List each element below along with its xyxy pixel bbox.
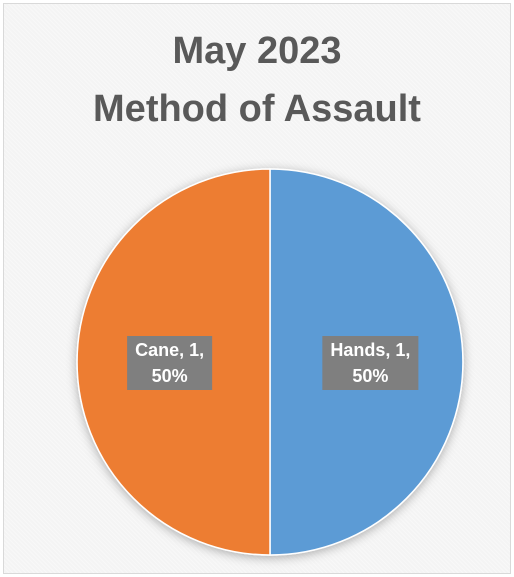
data-label-percent: 50% <box>352 366 388 386</box>
chart-title-line-1: May 2023 <box>172 30 342 72</box>
data-label-box <box>127 336 213 390</box>
data-label-text: Hands, 1, <box>330 340 410 360</box>
data-label-percent: 50% <box>152 366 188 386</box>
data-label-box <box>322 336 419 390</box>
chart-title-line-2: Method of Assault <box>93 88 421 130</box>
data-label-hands: Hands, 1, 50% <box>322 336 419 390</box>
data-label-cane: Cane, 1, 50% <box>127 336 213 390</box>
data-label-text: Cane, 1, <box>135 340 204 360</box>
